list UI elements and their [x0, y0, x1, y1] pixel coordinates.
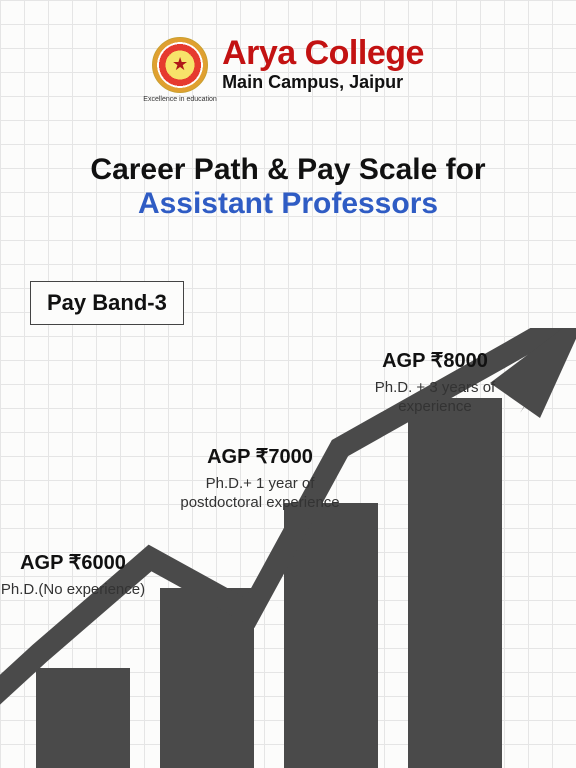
- header: Excellence in education Arya College Mai…: [0, 0, 576, 93]
- headline-line1: Career Path & Pay Scale for: [40, 153, 536, 187]
- brand-subtitle: Main Campus, Jaipur: [222, 72, 424, 93]
- brand-title: Arya College: [222, 36, 424, 70]
- headline: Career Path & Pay Scale for Assistant Pr…: [0, 153, 576, 221]
- brand-text: Arya College Main Campus, Jaipur: [222, 36, 424, 93]
- payband-box: Pay Band-3: [30, 281, 184, 325]
- chart-label-1: AGP ₹6000 Ph.D.(No experience): [0, 550, 158, 600]
- college-logo-icon: Excellence in education: [152, 37, 208, 93]
- logo-caption: Excellence in education: [143, 96, 217, 103]
- agp-desc: Ph.D.+ 1 year of postdoctoral experience: [175, 475, 345, 513]
- agp-desc: Ph.D. + 3 years of experience: [350, 379, 520, 417]
- chart-area: AGP ₹6000 Ph.D.(No experience) AGP ₹7000…: [0, 328, 576, 768]
- agp-desc: Ph.D.(No experience): [0, 581, 158, 600]
- payband-label: Pay Band-3: [47, 290, 167, 315]
- agp-value: AGP ₹7000: [175, 444, 345, 469]
- agp-value: AGP ₹6000: [0, 550, 158, 575]
- headline-line2: Assistant Professors: [40, 187, 536, 221]
- chart-label-2: AGP ₹7000 Ph.D.+ 1 year of postdoctoral …: [175, 444, 345, 513]
- chart-label-3: AGP ₹8000 Ph.D. + 3 years of experience: [350, 348, 520, 417]
- agp-value: AGP ₹8000: [350, 348, 520, 373]
